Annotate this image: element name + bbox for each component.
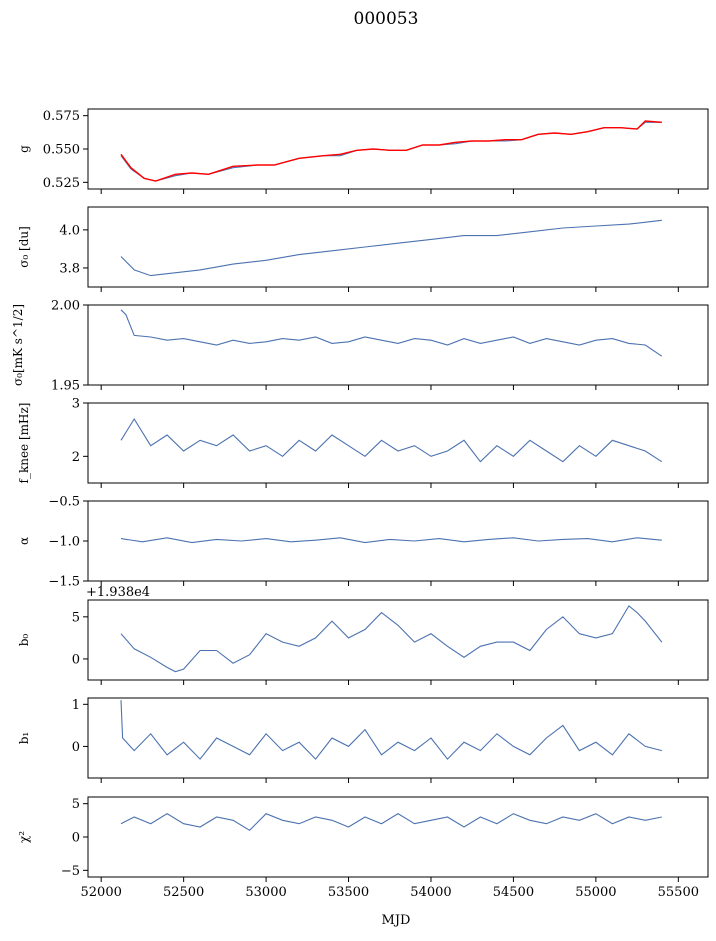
axes-frame [87,796,709,878]
series-line-1 [120,813,662,831]
y-tick-label: 3.8 [59,261,80,276]
y-axis-label: b₀ [17,634,31,647]
y-tick-label: 3 [72,397,80,412]
y-axis-label: b₁ [17,732,31,745]
subplot-4: 2 3 f_knee [mHz] [17,397,709,488]
series-line-1 [120,700,662,760]
series-line-1 [120,605,663,673]
x-tick-label: 52000 [81,885,122,900]
y-tick-label: −1.5 [48,575,80,590]
axes-frame [87,304,709,386]
series-line-1 [120,537,662,544]
y-tick-label: 1.95 [51,379,80,394]
x-tick-label: 55500 [658,885,699,900]
axis-offset-text: +1.938e4 [86,585,150,600]
series-line-1 [120,417,663,463]
x-tick-label: 55000 [575,885,616,900]
y-tick-label: 4.0 [59,223,80,238]
subplot-6: 0 5 b₀ +1.938e4 [17,585,709,685]
y-tick-label: 0 [72,652,80,667]
x-tick-label: 54000 [410,885,451,900]
axes-frame [87,108,709,190]
y-axis-label: σ₀[mK s^1/2] [11,304,25,386]
y-axis-label: f_knee [mHz] [17,403,31,484]
axes-frame [87,599,709,681]
y-tick-label: −0.5 [48,495,80,510]
y-tick-label: 0 [72,740,80,755]
axes-frame [87,402,709,484]
axes-frame [87,206,709,288]
y-tick-label: −5 [61,864,80,879]
series-line-2 [120,120,662,182]
y-tick-label: 5 [72,797,80,812]
y-axis-label: χ² [17,831,31,843]
subplot-grid: 0.525 0.550 0.575 g 3.8 4.0 σ₀ [du] 1.95 2.00 σ₀[… [11,108,709,900]
y-axis-label: α [17,537,31,545]
x-tick-label: 53500 [328,885,369,900]
subplot-1: 0.525 0.550 0.575 g [17,108,709,194]
y-tick-label: 0.550 [43,143,80,158]
y-tick-label: 0.575 [43,109,80,124]
figure-title: 000053 [354,9,419,29]
x-axis-label: MJD [382,913,411,928]
subplot-7: 0 1 b₁ [17,697,709,783]
subplot-3: 1.95 2.00 σ₀[mK s^1/2] [11,299,709,394]
series-line-1 [120,219,662,277]
subplot-5: −1.5 −1.0 −0.5 α [17,495,709,590]
y-tick-label: 1 [72,698,80,713]
y-tick-label: 2.00 [51,299,80,314]
y-tick-label: 0 [72,831,80,846]
x-tick-label: 53000 [245,885,286,900]
y-tick-label: −1.0 [48,535,80,550]
x-tick-label: 52500 [163,885,204,900]
y-tick-label: 0.525 [43,176,80,191]
y-tick-label: 2 [72,450,80,465]
series-line-1 [120,309,663,357]
axes-frame [87,697,709,779]
subplot-8: −5 0 5 52000 52500 53000 53500 54000 54500 55000 5… [17,796,709,900]
y-tick-label: 5 [72,610,80,625]
subplot-2: 3.8 4.0 σ₀ [du] [17,206,709,292]
y-axis-label: σ₀ [du] [17,226,31,268]
series-line-1 [120,121,662,182]
y-axis-label: g [17,145,31,153]
x-tick-label: 54500 [493,885,534,900]
